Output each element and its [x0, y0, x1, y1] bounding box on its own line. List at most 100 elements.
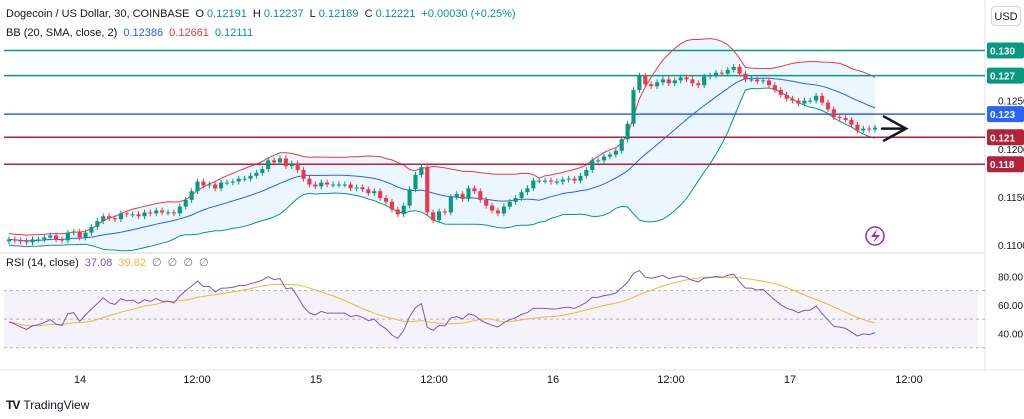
candle-body	[778, 90, 783, 95]
candle-body	[248, 175, 253, 179]
candle-body	[837, 117, 842, 119]
candle-body	[224, 182, 230, 184]
candle-body	[366, 189, 371, 194]
candle-body	[808, 100, 813, 102]
rsi-ma-value: 39.82	[118, 257, 146, 269]
open-value: 0.12191	[207, 8, 247, 20]
candle-body	[325, 182, 330, 185]
arrow-annotation	[880, 115, 909, 142]
candle-body	[24, 241, 29, 243]
candle-body	[118, 213, 123, 220]
candle-body	[307, 178, 312, 185]
candle-body	[425, 167, 430, 213]
candle-body	[819, 95, 825, 103]
candle-body	[849, 119, 854, 125]
candle-body	[89, 226, 94, 233]
candle-body	[613, 150, 618, 155]
time-tick-2: 15	[310, 374, 322, 386]
candle-body	[201, 181, 206, 186]
candle-body	[519, 192, 524, 198]
level-label-2: 0.123	[990, 110, 1015, 121]
candle-body	[160, 210, 165, 213]
bb-lower-line	[8, 87, 876, 252]
candle-body	[578, 175, 583, 181]
candle-body	[596, 160, 601, 162]
candle-body	[495, 210, 501, 214]
candle-body	[684, 77, 689, 80]
candle-body	[48, 235, 53, 238]
candle-body	[342, 184, 347, 186]
candle-body	[112, 218, 118, 220]
candle-body	[708, 75, 713, 77]
candle-body	[65, 232, 70, 241]
candle-body	[725, 69, 730, 74]
candle-body	[154, 210, 159, 214]
candle-body	[802, 100, 807, 104]
price-tick-3: 0.1100	[998, 241, 1024, 252]
candle-body	[872, 127, 878, 130]
candle-body	[260, 169, 265, 173]
candle-body	[719, 72, 724, 74]
candle-body	[360, 187, 365, 190]
candle-body	[766, 80, 772, 86]
candle-body	[295, 163, 300, 171]
candle-body	[71, 231, 76, 233]
candle-body	[319, 182, 324, 187]
level-label-0: 0.130	[990, 47, 1015, 58]
candle-body	[472, 188, 477, 192]
candle-body	[713, 72, 719, 76]
candle-body	[637, 75, 642, 91]
candle-body	[672, 80, 677, 84]
candle-body	[313, 184, 318, 187]
bb-basis-value: 0.12386	[123, 27, 164, 39]
candle-body	[867, 128, 872, 130]
candle-body	[654, 82, 660, 87]
bb-upper-line	[8, 38, 876, 236]
candle-body	[690, 79, 695, 84]
candle-body	[354, 187, 359, 189]
candle-body	[83, 232, 88, 238]
candle-body	[743, 73, 748, 80]
candle-body	[124, 213, 129, 215]
candle-body	[660, 79, 666, 83]
candle-body	[348, 184, 353, 189]
rsi-zero-4: ∅	[198, 257, 209, 269]
candle-body	[643, 75, 648, 85]
candle-body	[543, 180, 548, 182]
candle-body	[566, 178, 571, 180]
candle-body	[213, 184, 218, 189]
lightning-icon	[865, 226, 885, 246]
candle-body	[207, 184, 212, 186]
candle-body	[525, 188, 530, 193]
candle-body	[531, 180, 536, 189]
candle-body	[277, 158, 283, 163]
candle-body	[784, 94, 789, 99]
close-label: C	[364, 8, 373, 20]
currency-button[interactable]: USD	[991, 6, 1021, 26]
footer-brand[interactable]: TV TradingView	[6, 398, 89, 412]
candle-body	[165, 212, 171, 214]
candle-body	[490, 205, 495, 211]
candle-body	[189, 191, 194, 200]
candle-body	[825, 102, 830, 110]
candle-body	[755, 79, 760, 82]
bb-upper-value: 0.12661	[169, 27, 209, 39]
candle-body	[460, 194, 465, 199]
candle-body	[218, 182, 224, 189]
candle-body	[171, 212, 176, 214]
rsi-zero-3: ∅	[183, 257, 193, 269]
candle-body	[407, 189, 412, 206]
candle-body	[454, 194, 459, 197]
candle-body	[101, 216, 106, 222]
candle-body	[649, 84, 654, 87]
time-tick-7: 12:00	[895, 374, 923, 386]
time-tick-5: 12:00	[657, 374, 685, 386]
candle-body	[336, 184, 341, 186]
candle-body	[737, 66, 742, 74]
candle-body	[254, 172, 259, 176]
candle-body	[378, 191, 383, 198]
candle-body	[42, 237, 47, 240]
